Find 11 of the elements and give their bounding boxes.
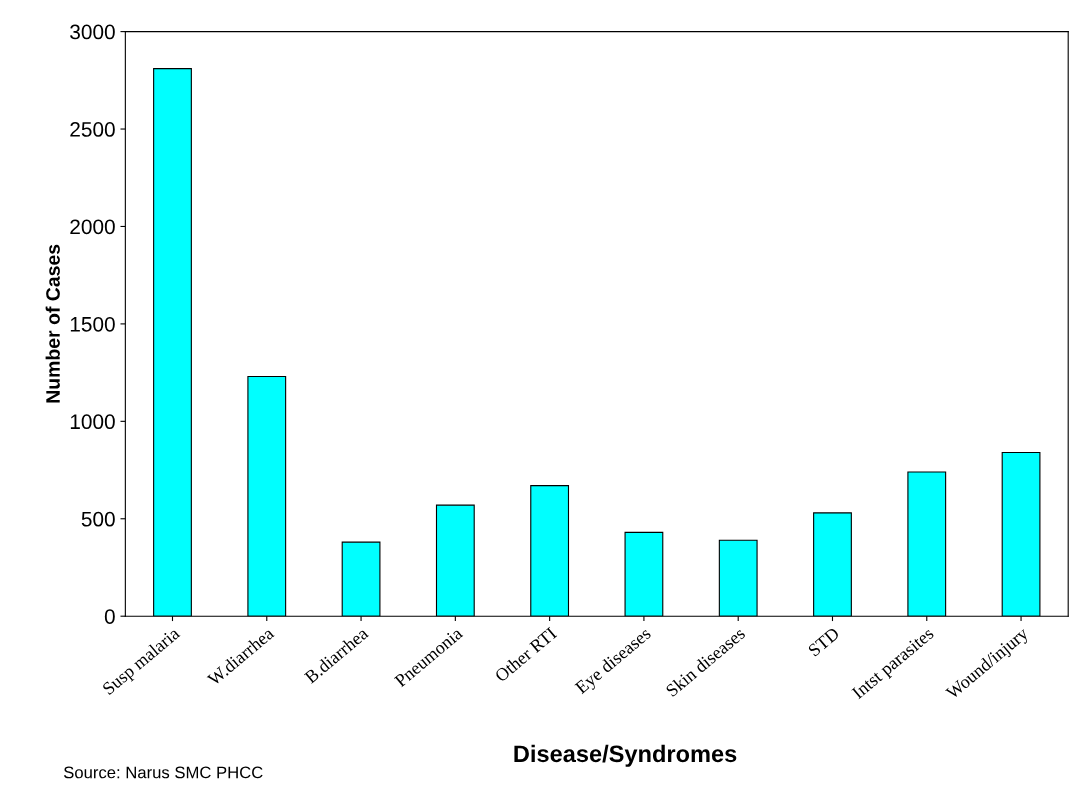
y-tick-label: 1500 — [70, 316, 115, 332]
y-tick-label: 3000 — [70, 24, 115, 40]
y-tick-label: 2500 — [70, 122, 115, 137]
y-tick-label: 0 — [104, 609, 115, 624]
x-tick-label: STD — [807, 626, 841, 657]
y-tick-label: 2000 — [70, 219, 115, 235]
x-axis-title: Disease/Syndromes — [514, 744, 737, 767]
y-tick-label: 1000 — [70, 414, 115, 430]
source-note: Source: Narus SMC PHCC — [63, 766, 263, 779]
y-tick-label: 500 — [81, 511, 115, 527]
y-axis-title: Number of Cases — [45, 244, 60, 403]
